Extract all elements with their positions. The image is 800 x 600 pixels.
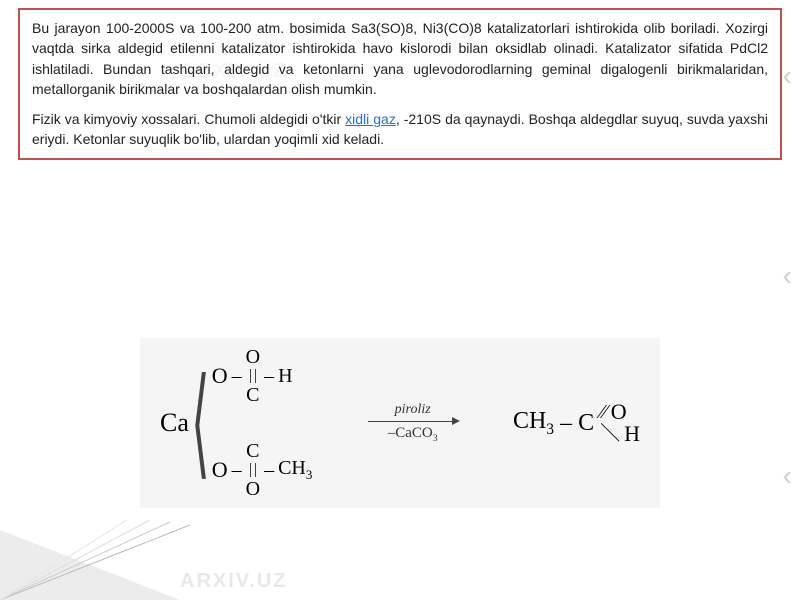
double-bond-icon [250, 463, 256, 477]
double-bond-slash: ⁄⁄ [600, 402, 607, 422]
branch-top: O – O C – H [212, 347, 313, 405]
paragraph-1: Bu jarayon 100-2000S va 100-200 atm. bos… [32, 18, 768, 99]
chevron-icon: ‹ [783, 460, 792, 492]
branches: O – O C – H O – C O – CH3 [212, 347, 313, 499]
bracket-icon: ⟨ [191, 375, 210, 471]
ch3-right: CH3 [513, 408, 554, 439]
dash: – [560, 410, 572, 437]
chevron-icon: ‹ [783, 60, 792, 92]
dash: – [264, 459, 274, 482]
dash: – [232, 459, 242, 482]
arrow-bottom-label: –CaCO3 [388, 425, 438, 444]
arrow-line-icon [368, 421, 458, 422]
carbon-top: O C [246, 347, 260, 405]
corner-decoration [0, 530, 180, 600]
o-label: O [212, 457, 228, 483]
watermark-text: ARXIV.UZ [180, 570, 288, 593]
formula-right: CH3 – C ⁄⁄ O ＼ H [513, 401, 640, 445]
o-label: O [212, 363, 228, 389]
c-label: C [246, 441, 259, 461]
o-double: O [246, 347, 260, 367]
paragraph-2: Fizik va kimyoviy xossalari. Chumoli ald… [32, 109, 768, 150]
cho-h: ＼ H [600, 423, 640, 445]
single-bond-slash: ＼ [600, 424, 620, 444]
paragraph-2-a: Fizik va kimyoviy xossalari. Chumoli ald… [32, 111, 345, 127]
carbon-bot: C O [246, 441, 260, 499]
chemical-formula: Ca ⟨ O – O C – H O – C O [140, 338, 660, 508]
reaction-arrow: piroliz –CaCO3 [368, 402, 458, 444]
chevron-icon: ‹ [783, 260, 792, 292]
double-bond-icon [250, 369, 256, 383]
formula-left: Ca ⟨ O – O C – H O – C O [160, 347, 312, 499]
ch3-label: CH3 [278, 457, 312, 483]
c-label: C [246, 385, 259, 405]
h-label: H [278, 365, 292, 388]
o-double: O [246, 479, 260, 499]
dash: – [264, 365, 274, 388]
ca-label: Ca [160, 408, 189, 438]
arrow-top-label: piroliz [395, 402, 431, 418]
xidli-gaz-link[interactable]: xidli gaz [345, 111, 396, 127]
c-right: C [578, 410, 594, 437]
dash: – [232, 365, 242, 388]
cho-group: ⁄⁄ O ＼ H [600, 401, 640, 445]
branch-bottom: O – C O – CH3 [212, 441, 313, 499]
cho-o: ⁄⁄ O [600, 401, 627, 423]
main-text-box: Bu jarayon 100-2000S va 100-200 atm. bos… [18, 8, 782, 160]
